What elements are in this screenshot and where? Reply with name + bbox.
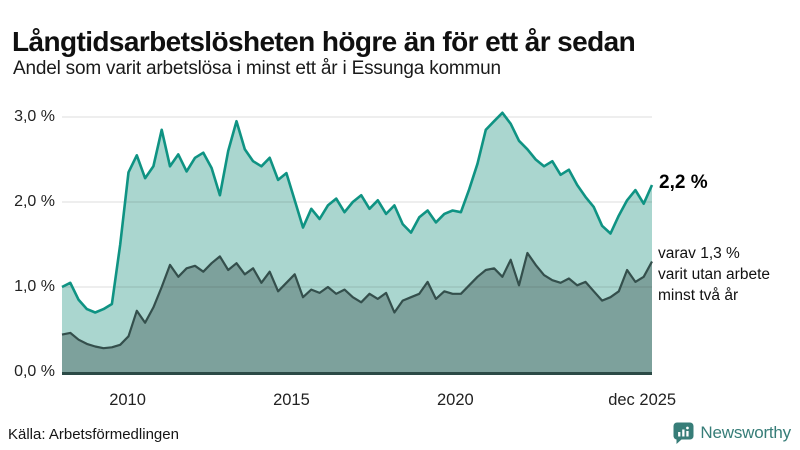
- y-axis-tick-label: 1,0 %: [14, 278, 55, 295]
- page-title: Långtidsarbetslösheten högre än för ett …: [12, 25, 636, 57]
- two-year-annotation: varav 1,3 % varit utan arbete minst två …: [658, 243, 770, 306]
- annotation-line: varit utan arbete: [658, 266, 771, 283]
- unemployment-area-chart: 0,0 % 1,0 % 2,0 % 3,0 % 2010 2015 2020 dec 202…: [0, 95, 800, 425]
- chart-canvas: [61, 111, 654, 375]
- x-axis-tick-label: 2010: [109, 391, 146, 409]
- x-axis-tick-label: 2015: [273, 391, 310, 409]
- newsworthy-brand: Newsworthy: [673, 422, 791, 444]
- brand-name: Newsworthy: [700, 423, 791, 442]
- source-attribution: Källa: Arbetsförmedlingen: [8, 426, 179, 443]
- latest-value-label: 2,2 %: [659, 172, 708, 193]
- two-year-line: [61, 251, 653, 350]
- total-line: [61, 111, 654, 314]
- x-axis-tick-label: dec 2025: [608, 391, 677, 409]
- y-axis-tick-label: 3,0 %: [14, 108, 55, 125]
- two-year-area-fill: [62, 253, 652, 372]
- annotation-line: varav 1,3 %: [658, 245, 740, 262]
- y-axis-tick-label: 2,0 %: [14, 193, 55, 210]
- annotation-line: minst två år: [658, 287, 739, 304]
- x-axis-tick-label: 2020: [436, 391, 474, 409]
- chart-subtitle: Andel som varit arbetslösa i minst ett å…: [13, 58, 501, 79]
- y-axis-tick-label: 0,0 %: [14, 363, 55, 380]
- newsworthy-logo-icon: [673, 422, 694, 444]
